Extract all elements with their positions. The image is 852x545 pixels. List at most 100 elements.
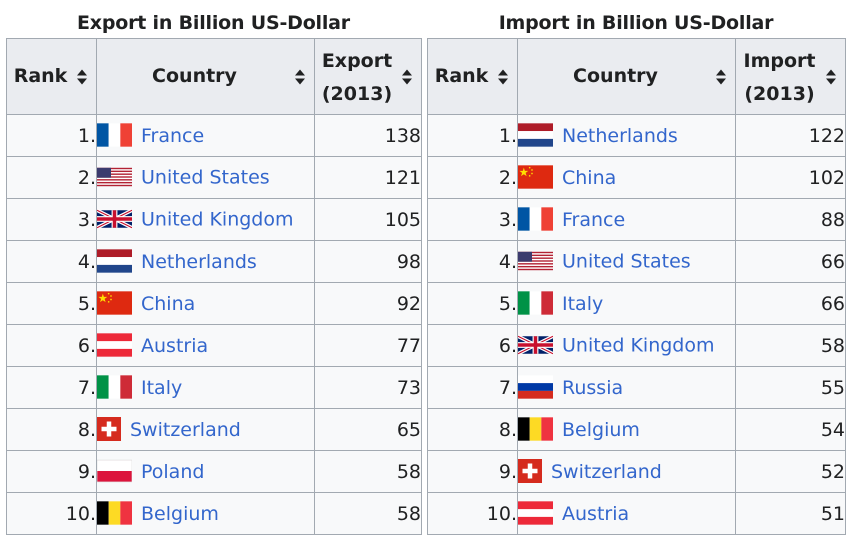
export-table: Rank Country Export (2013) 1. France 138 2.… <box>6 38 422 535</box>
export-value-header-line2: (2013) <box>321 82 393 105</box>
country-cell: Switzerland <box>517 450 736 493</box>
value-cell: 52 <box>735 450 846 493</box>
import-rank-header[interactable]: Rank <box>427 38 518 115</box>
country-link[interactable]: United Kingdom <box>141 208 294 231</box>
country-cell: Netherlands <box>517 114 736 157</box>
china-flag-icon[interactable] <box>97 290 132 315</box>
belgium-flag-icon[interactable] <box>518 416 553 441</box>
country-link[interactable]: Netherlands <box>141 250 257 273</box>
rank-cell: 4. <box>6 240 97 283</box>
country-cell: Austria <box>517 492 736 535</box>
import-country-header[interactable]: Country <box>517 38 736 115</box>
sort-arrows-icon <box>295 69 305 84</box>
france-flag-icon[interactable] <box>518 206 553 231</box>
country-link[interactable]: United States <box>141 166 270 189</box>
export-table-row: 4. Netherlands 98 <box>6 240 422 283</box>
italy-flag-icon[interactable] <box>97 374 132 399</box>
country-link[interactable]: Austria <box>141 334 209 357</box>
rank-cell: 3. <box>6 198 97 241</box>
sort-arrows-icon <box>77 69 87 84</box>
poland-flag-icon[interactable] <box>97 459 132 483</box>
export-country-header-label: Country <box>152 65 237 87</box>
china-flag-icon[interactable] <box>518 164 553 189</box>
export-country-header[interactable]: Country <box>96 38 315 115</box>
export-rank-header[interactable]: Rank <box>6 38 97 115</box>
country-link[interactable]: United Kingdom <box>562 334 715 357</box>
country-cell: Austria <box>96 324 315 367</box>
france-flag-icon[interactable] <box>97 122 132 147</box>
export-table-row: 6. Austria 77 <box>6 324 422 367</box>
austria-flag-icon[interactable] <box>97 332 132 357</box>
switzerland-flag-icon[interactable] <box>97 416 121 441</box>
sort-arrows-icon <box>716 69 726 84</box>
import-table-row: 9. Switzerland 52 <box>427 450 846 493</box>
value-cell: 105 <box>314 198 422 241</box>
value-cell: 77 <box>314 324 422 367</box>
import-table: Rank Country Import (2013) 1. Netherlands… <box>427 38 846 535</box>
switzerland-flag-icon[interactable] <box>518 458 542 483</box>
belgium-flag-icon[interactable] <box>97 500 132 525</box>
country-link[interactable]: Belgium <box>141 502 219 525</box>
country-cell: United Kingdom <box>517 324 736 367</box>
rank-cell: 1. <box>6 114 97 157</box>
country-link[interactable]: Russia <box>562 376 624 399</box>
value-cell: 66 <box>735 240 846 283</box>
country-cell: Italy <box>517 282 736 325</box>
export-panel: Export in Billion US-Dollar Rank Country… <box>6 8 422 535</box>
us-flag-icon[interactable] <box>518 251 553 271</box>
value-cell: 138 <box>314 114 422 157</box>
sort-arrows-icon <box>498 69 508 84</box>
country-cell: China <box>96 282 315 325</box>
us-flag-icon[interactable] <box>97 167 132 187</box>
export-table-row: 7. Italy 73 <box>6 366 422 409</box>
country-link[interactable]: Austria <box>562 502 630 525</box>
rank-cell: 10. <box>427 492 518 535</box>
country-cell: China <box>517 156 736 199</box>
value-cell: 122 <box>735 114 846 157</box>
uk-flag-icon[interactable] <box>97 208 132 229</box>
country-link[interactable]: France <box>141 124 205 147</box>
russia-flag-icon[interactable] <box>518 374 553 399</box>
country-link[interactable]: Switzerland <box>551 460 662 483</box>
export-table-body: 1. France 138 2. United States 121 3. United Ki… <box>6 114 422 535</box>
country-link[interactable]: Netherlands <box>562 124 678 147</box>
export-value-header[interactable]: Export (2013) <box>314 38 422 115</box>
country-link[interactable]: Poland <box>141 460 205 483</box>
import-table-row: 1. Netherlands 122 <box>427 114 846 157</box>
country-cell: France <box>517 198 736 241</box>
rank-cell: 5. <box>6 282 97 325</box>
rank-cell: 10. <box>6 492 97 535</box>
netherlands-flag-icon[interactable] <box>97 248 132 273</box>
country-cell: United States <box>517 240 736 283</box>
uk-flag-icon[interactable] <box>518 334 553 355</box>
rank-cell: 9. <box>6 450 97 493</box>
country-link[interactable]: Italy <box>141 376 183 399</box>
value-cell: 66 <box>735 282 846 325</box>
rank-cell: 2. <box>427 156 518 199</box>
austria-flag-icon[interactable] <box>518 500 553 525</box>
country-link[interactable]: Italy <box>562 292 604 315</box>
value-cell: 51 <box>735 492 846 535</box>
export-table-row: 10. Belgium 58 <box>6 492 422 535</box>
country-link[interactable]: France <box>562 208 626 231</box>
value-cell: 88 <box>735 198 846 241</box>
country-link[interactable]: Belgium <box>562 418 640 441</box>
value-cell: 65 <box>314 408 422 451</box>
export-table-row: 3. United Kingdom 105 <box>6 198 422 241</box>
import-value-header-line1: Import <box>743 49 816 72</box>
import-country-header-label: Country <box>573 65 658 87</box>
rank-cell: 7. <box>427 366 518 409</box>
import-table-row: 2. China 102 <box>427 156 846 199</box>
import-table-row: 5. Italy 66 <box>427 282 846 325</box>
country-link[interactable]: Switzerland <box>130 418 241 441</box>
country-cell: France <box>96 114 315 157</box>
country-link[interactable]: China <box>141 292 196 315</box>
country-link[interactable]: United States <box>562 250 691 273</box>
country-link[interactable]: China <box>562 166 617 189</box>
country-cell: Russia <box>517 366 736 409</box>
rank-cell: 5. <box>427 282 518 325</box>
import-value-header[interactable]: Import (2013) <box>735 38 846 115</box>
value-cell: 58 <box>735 324 846 367</box>
netherlands-flag-icon[interactable] <box>518 122 553 147</box>
italy-flag-icon[interactable] <box>518 290 553 315</box>
